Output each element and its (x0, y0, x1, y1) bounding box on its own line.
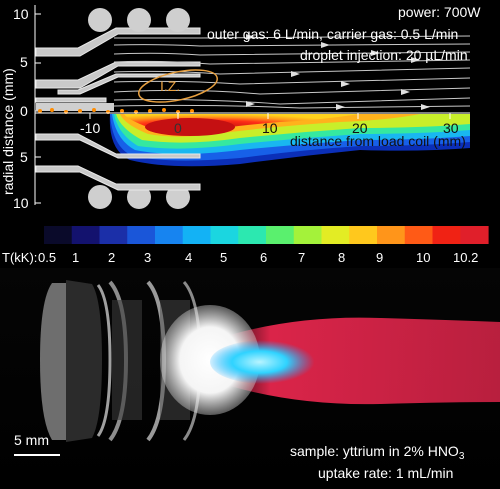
colorbar-segment (99, 226, 128, 244)
colorbar-segment (460, 226, 489, 244)
colorbar-tick-label: 1 (72, 250, 79, 265)
scale-bar-label: 5 mm (14, 432, 49, 448)
colorbar-segment (127, 226, 156, 244)
colorbar-segment (182, 226, 212, 244)
ionization-zone (138, 69, 218, 103)
y-tick-5-upper: 5 (20, 54, 28, 70)
x-tick-20: 20 (352, 120, 368, 136)
y-tick-10-lower: 10 (13, 195, 29, 211)
y-tick-10-upper: 10 (13, 6, 29, 22)
power-label: power: 700W (398, 4, 481, 20)
colorbar-segment (404, 226, 434, 244)
colorbar-tick-label: 10.2 (453, 250, 478, 265)
colorbar-title: T(kK): (2, 250, 37, 265)
colorbar-segment (238, 226, 267, 244)
load-coil (88, 8, 190, 209)
colorbar-tick-label: 8 (338, 250, 345, 265)
sample-label: sample: yttrium in 2% HNO3 (290, 443, 465, 462)
blue-emission (210, 340, 320, 384)
torch-upper-walls (35, 27, 201, 103)
colorbar-tick-label: 4 (185, 250, 192, 265)
uptake-label: uptake rate: 1 mL/min (318, 465, 453, 481)
y-tick-0: 0 (20, 103, 28, 119)
streamlines (113, 35, 471, 109)
torch-lower-walls (35, 133, 201, 191)
colorbar-tick-label: 6 (260, 250, 267, 265)
temperature-field (109, 114, 471, 167)
colorbar-segment (432, 226, 461, 244)
colorbar-tick-label: 7 (298, 250, 305, 265)
streamline-arrows (246, 34, 430, 110)
plasma-photo (0, 268, 500, 489)
colorbar-tick-label: 2 (108, 250, 115, 265)
iz-label: I.Z. (160, 78, 180, 94)
y-axis-label: radial distance (mm) (0, 68, 16, 195)
injector (36, 103, 114, 111)
x-tick-0: 0 (174, 120, 182, 136)
colorbar-tick-label: 0.5 (38, 250, 56, 265)
y-tick-5-lower: 5 (20, 149, 28, 165)
colorbar-tick-label: 10 (416, 250, 430, 265)
colorbar-segment (321, 226, 350, 244)
white-emission (160, 305, 260, 415)
x-axis-label: distance from load coil (mm) (290, 133, 466, 149)
x-tick-30: 30 (443, 120, 459, 136)
red-emission-plume (230, 317, 500, 405)
colorbar-tick-label: 3 (144, 250, 151, 265)
x-tick-10: 10 (262, 120, 278, 136)
colorbar-segment (155, 226, 184, 244)
colorbar-segment (210, 226, 239, 244)
colorbar-segment (377, 226, 406, 244)
gas-label: outer gas: 6 L/min, carrier gas: 0.5 L/m… (207, 26, 458, 42)
colorbar: T(kK): 0.5 1 2 3 4 5 6 7 8 9 10 10.2 (2, 226, 489, 265)
colorbar-segment (349, 226, 378, 244)
colorbar-segment (71, 226, 101, 244)
colorbar-tick-label: 9 (376, 250, 383, 265)
colorbar-segment (293, 226, 323, 244)
injection-label: droplet injection: 20 µL/min (300, 47, 468, 63)
simulation-panel (34, 5, 471, 209)
colorbar-segment (266, 226, 295, 244)
colorbar-segment (44, 226, 73, 244)
x-tick-minus10: -10 (80, 120, 100, 136)
x-axis-ticks (89, 113, 451, 119)
colorbar-tick-label: 5 (220, 250, 227, 265)
